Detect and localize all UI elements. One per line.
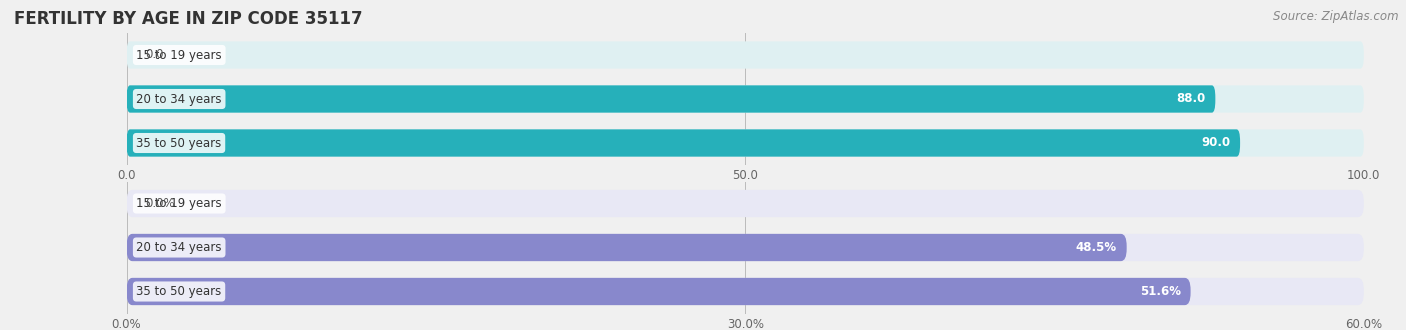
FancyBboxPatch shape [127, 85, 1364, 113]
Text: 15 to 19 years: 15 to 19 years [136, 49, 222, 61]
Text: 20 to 34 years: 20 to 34 years [136, 92, 222, 106]
FancyBboxPatch shape [127, 234, 1364, 261]
Text: 35 to 50 years: 35 to 50 years [136, 285, 222, 298]
Text: 15 to 19 years: 15 to 19 years [136, 197, 222, 210]
Text: Source: ZipAtlas.com: Source: ZipAtlas.com [1274, 10, 1399, 23]
Text: 51.6%: 51.6% [1140, 285, 1181, 298]
FancyBboxPatch shape [127, 129, 1240, 157]
FancyBboxPatch shape [127, 278, 1364, 305]
FancyBboxPatch shape [127, 278, 1191, 305]
FancyBboxPatch shape [127, 85, 1215, 113]
FancyBboxPatch shape [127, 190, 1364, 217]
Text: 48.5%: 48.5% [1076, 241, 1116, 254]
Text: 88.0: 88.0 [1177, 92, 1205, 106]
Text: FERTILITY BY AGE IN ZIP CODE 35117: FERTILITY BY AGE IN ZIP CODE 35117 [14, 10, 363, 28]
FancyBboxPatch shape [127, 41, 1364, 69]
Text: 20 to 34 years: 20 to 34 years [136, 241, 222, 254]
Text: 90.0: 90.0 [1201, 137, 1230, 149]
Text: 0.0%: 0.0% [145, 197, 174, 210]
FancyBboxPatch shape [127, 129, 1364, 157]
FancyBboxPatch shape [127, 234, 1126, 261]
Text: 0.0: 0.0 [145, 49, 163, 61]
Text: 35 to 50 years: 35 to 50 years [136, 137, 222, 149]
